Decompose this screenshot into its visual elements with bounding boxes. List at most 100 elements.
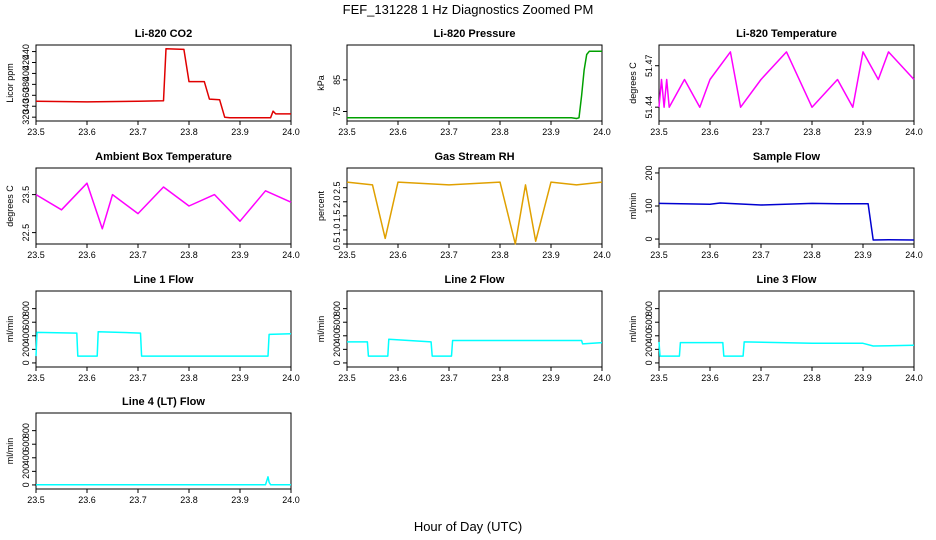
x-tick-label: 23.9	[854, 127, 872, 137]
plot-frame	[658, 167, 915, 245]
series-line	[35, 182, 292, 230]
plot-frame	[35, 44, 292, 122]
x-tick-label: 24.0	[282, 495, 300, 505]
panel-title: Line 2 Flow	[445, 274, 505, 286]
plot-frame	[35, 167, 292, 245]
x-tick-label: 24.0	[905, 127, 923, 137]
panel-ambient-box-temperature: Ambient Box Temperature degrees C 23.5 23.6…	[5, 151, 300, 260]
y-tick-label: 800	[21, 301, 31, 316]
series-line	[658, 202, 915, 241]
panel-sample-flow: Sample Flow ml/min 23.5 23.6 23.7 23.8 23.9 24.…	[628, 151, 923, 260]
panel-title: Li-820 Temperature	[736, 28, 837, 40]
series-line	[36, 476, 291, 486]
x-tick-label: 23.9	[231, 373, 249, 383]
x-tick-label: 23.9	[542, 250, 560, 260]
x-tick-label: 23.5	[27, 495, 45, 505]
x-tick-label: 23.9	[854, 373, 872, 383]
series-line	[35, 330, 292, 357]
plot-frame	[35, 290, 292, 368]
x-tick-label: 23.9	[231, 250, 249, 260]
x-tick-label: 23.8	[803, 373, 821, 383]
x-tick-label: 23.9	[231, 127, 249, 137]
y-tick-label: 400	[332, 328, 342, 343]
plot-frame	[346, 167, 603, 245]
y-axis-label: ml/min	[628, 193, 638, 220]
y-tick-label: 800	[644, 301, 654, 316]
y-tick-label: 360	[21, 88, 31, 103]
x-tick-label: 23.8	[180, 250, 198, 260]
y-tick-label: 1.0	[332, 224, 342, 237]
y-axis-label: degrees C	[5, 185, 15, 227]
y-tick-label: 600	[21, 315, 31, 330]
y-tick-label: 420	[21, 55, 31, 70]
panel-title: Sample Flow	[753, 151, 821, 163]
y-tick-label: 0	[644, 237, 654, 242]
x-tick-label: 23.7	[129, 495, 147, 505]
x-tick-label: 23.8	[180, 127, 198, 137]
y-tick-label: 800	[21, 423, 31, 438]
series-line	[347, 50, 602, 120]
y-tick-label: 200	[644, 342, 654, 357]
x-tick-label: 23.9	[231, 495, 249, 505]
panel-title: Line 4 (LT) Flow	[122, 396, 205, 408]
x-tick-label: 23.5	[650, 127, 668, 137]
x-tick-label: 23.5	[650, 373, 668, 383]
x-tick-label: 23.7	[440, 373, 458, 383]
y-tick-label: 0	[644, 360, 654, 365]
x-tick-label: 23.9	[542, 373, 560, 383]
x-tick-label: 24.0	[593, 250, 611, 260]
y-tick-label: 51.47	[644, 54, 654, 77]
panel-title: Line 3 Flow	[757, 274, 817, 286]
y-tick-label: 23.5	[21, 186, 31, 204]
y-tick-label: 400	[21, 328, 31, 343]
panel-title: Ambient Box Temperature	[95, 151, 232, 163]
y-axis-label: ml/min	[5, 316, 15, 343]
panel-title: Li-820 CO2	[135, 28, 192, 40]
x-tick-label: 23.7	[129, 250, 147, 260]
y-tick-label: 75	[332, 106, 342, 116]
x-tick-label: 23.7	[752, 127, 770, 137]
y-tick-label: 2.5	[332, 181, 342, 194]
x-tick-label: 23.8	[803, 250, 821, 260]
plot-frame	[346, 290, 603, 368]
x-tick-label: 23.8	[180, 373, 198, 383]
x-tick-label: 24.0	[905, 250, 923, 260]
panel-line-3-flow: Line 3 Flow ml/min 23.5 23.6 23.7 23.8 23.9 24.…	[628, 274, 923, 383]
y-tick-label: 400	[644, 328, 654, 343]
y-tick-label: 0	[332, 360, 342, 365]
panel-gas-stream-rh: Gas Stream RH percent 23.5 23.6 23.7 23.8 23.9…	[316, 151, 611, 260]
series-line	[658, 51, 915, 108]
x-tick-label: 23.8	[491, 127, 509, 137]
panel-title: Li-820 Pressure	[434, 28, 516, 40]
x-tick-label: 23.7	[440, 127, 458, 137]
y-tick-label: 380	[21, 77, 31, 92]
x-tick-label: 23.5	[27, 250, 45, 260]
figure-x-axis-label: Hour of Day (UTC)	[414, 519, 522, 534]
x-tick-label: 23.6	[701, 250, 719, 260]
x-tick-label: 23.7	[752, 250, 770, 260]
plot-frame	[35, 412, 292, 490]
y-tick-label: 200	[21, 464, 31, 479]
y-tick-label: 2.0	[332, 196, 342, 209]
y-tick-label: 0	[21, 360, 31, 365]
x-tick-label: 24.0	[282, 127, 300, 137]
y-tick-label: 400	[21, 66, 31, 81]
x-tick-label: 23.8	[803, 127, 821, 137]
x-tick-label: 24.0	[905, 373, 923, 383]
plot-frame	[658, 290, 915, 368]
y-axis-label: ml/min	[628, 316, 638, 343]
x-tick-label: 24.0	[282, 373, 300, 383]
panel-title: Line 1 Flow	[134, 274, 194, 286]
series-line	[347, 338, 603, 357]
y-tick-label: 400	[21, 450, 31, 465]
x-tick-label: 23.5	[27, 127, 45, 137]
panel-line-2-flow: Line 2 Flow ml/min 23.5 23.6 23.7 23.8 23.9 24.…	[316, 274, 611, 383]
x-tick-label: 23.6	[389, 250, 407, 260]
series-line	[658, 341, 915, 357]
panel-li-820-pressure: Li-820 Pressure kPa 23.5 23.6 23.7 23.8 23.9 24…	[316, 28, 611, 137]
x-tick-label: 23.6	[78, 373, 96, 383]
x-tick-label: 23.6	[389, 127, 407, 137]
x-tick-label: 23.9	[854, 250, 872, 260]
plot-frame	[346, 44, 603, 122]
